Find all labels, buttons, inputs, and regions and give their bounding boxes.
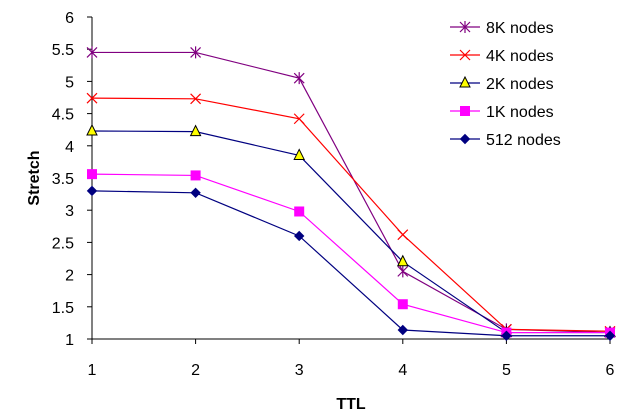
data-point (397, 324, 409, 336)
y-tick-label: 4 (65, 139, 74, 156)
data-point (190, 187, 201, 199)
data-point (86, 46, 98, 59)
series-line (91, 97, 611, 332)
legend: 8K nodes 4K nodes 2K nodes 1K nodes 512 node… (450, 20, 561, 149)
y-tick-label: 1.5 (52, 300, 74, 317)
legend-marker (460, 106, 470, 116)
x-tick-label: 4 (398, 362, 407, 379)
x-tick-labels: 1 2 3 4 5 6 (88, 362, 615, 379)
y-tick-label: 6 (65, 10, 74, 27)
data-point (397, 299, 408, 310)
y-tick-label: 4.5 (52, 107, 74, 124)
series-line (91, 190, 610, 337)
data-point (501, 330, 512, 341)
data-point (86, 123, 98, 136)
legend-label: 8K nodes (486, 20, 554, 37)
x-tick-label: 6 (606, 362, 615, 379)
legend-label: 1K nodes (486, 104, 554, 121)
data-point (190, 93, 202, 105)
data-point (86, 92, 98, 104)
data-point (189, 124, 202, 137)
data-point (190, 46, 202, 59)
y-tick-label: 5 (65, 74, 74, 91)
legend-marker (459, 133, 471, 145)
data-point (87, 169, 97, 180)
series-3 (87, 169, 615, 338)
y-tick-label: 1 (65, 332, 74, 349)
data-point (294, 206, 305, 217)
y-tick-label: 2.5 (52, 235, 74, 252)
series-layer (86, 46, 616, 341)
series-line (91, 130, 610, 334)
data-point (397, 265, 409, 278)
legend-item: 2K nodes (450, 75, 554, 93)
y-tick-labels: 1 1.5 2 2.5 3 3.5 4 4.5 5 5.5 6 (52, 10, 74, 349)
x-tick-label: 1 (88, 362, 97, 379)
series-line (91, 173, 610, 334)
series-1 (86, 92, 616, 337)
data-point (604, 330, 616, 341)
data-point (396, 254, 409, 267)
legend-item: 8K nodes (450, 20, 554, 37)
legend-label: 2K nodes (486, 76, 554, 93)
y-tick-label: 2 (65, 268, 74, 285)
axes (87, 16, 611, 344)
y-tick-label: 3 (65, 203, 74, 220)
legend-item: 1K nodes (450, 104, 554, 121)
x-axis-title: TTL (336, 396, 366, 413)
data-point (293, 72, 305, 85)
data-point (293, 148, 306, 160)
x-tick-label: 3 (295, 362, 304, 379)
data-point (190, 170, 201, 181)
x-tick-label: 5 (502, 362, 511, 379)
legend-label: 4K nodes (486, 48, 554, 65)
data-point (293, 230, 305, 242)
data-point (293, 113, 305, 125)
legend-marker (459, 21, 471, 33)
legend-marker (459, 75, 471, 88)
legend-item: 4K nodes (450, 48, 554, 65)
data-point (397, 229, 409, 241)
y-axis-title: Stretch (26, 150, 43, 205)
data-point (86, 185, 98, 197)
x-tick-label: 2 (191, 362, 200, 379)
legend-item: 512 nodes (450, 132, 561, 149)
y-tick-label: 3.5 (52, 171, 74, 188)
series-4 (86, 185, 616, 341)
y-tick-label: 5.5 (52, 42, 74, 59)
legend-marker (459, 49, 471, 61)
legend-label: 512 nodes (486, 132, 561, 149)
series-2 (86, 123, 616, 338)
